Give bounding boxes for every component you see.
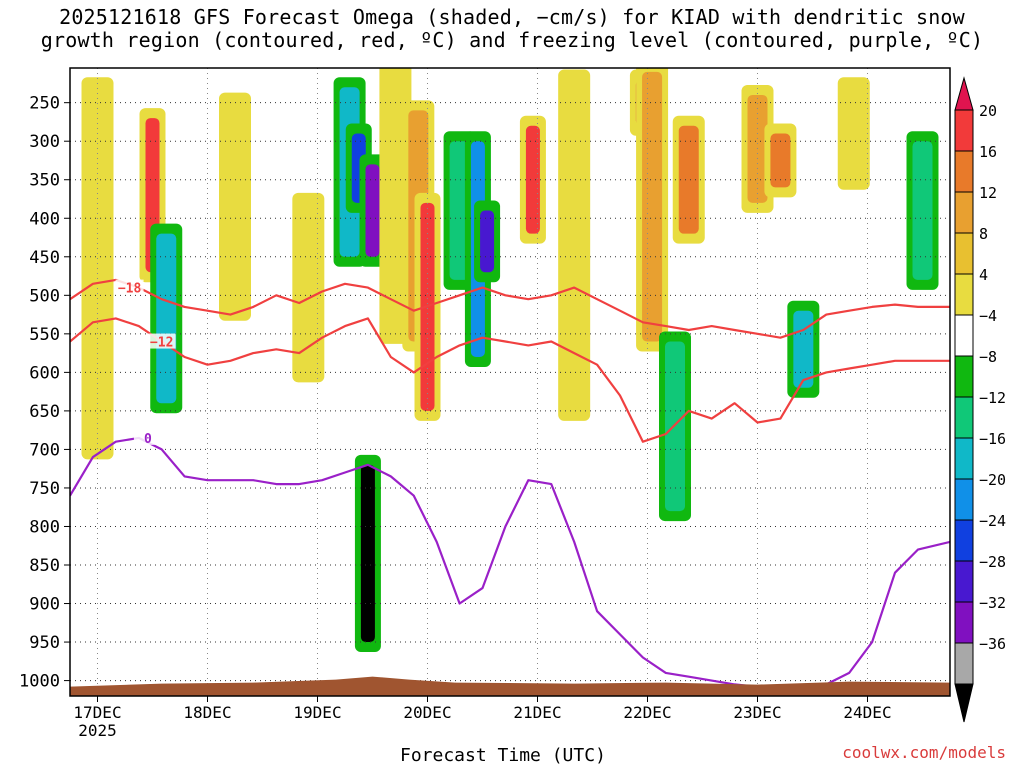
plot-frame bbox=[69, 67, 951, 697]
omega-cell bbox=[360, 464, 375, 643]
source-credit[interactable]: coolwx.com/models bbox=[842, 743, 1006, 762]
y-tick-label: 500 bbox=[29, 286, 60, 306]
omega-cell bbox=[770, 133, 791, 188]
chart-title: 2025121618 GFS Forecast Omega (shaded, −… bbox=[40, 5, 984, 52]
terrain-layer bbox=[70, 676, 950, 696]
colorbar-label: −4 bbox=[979, 307, 997, 325]
y-tick-label: 800 bbox=[29, 517, 60, 537]
y-tick-label: 650 bbox=[29, 402, 60, 422]
omega-cell bbox=[912, 141, 933, 280]
colorbar-segment bbox=[954, 396, 974, 439]
x-tick-label: 20DEC bbox=[403, 703, 451, 722]
colorbar-label: −24 bbox=[979, 512, 1006, 530]
dgz-top-minus-18-line bbox=[70, 278, 950, 339]
colorbar-segment bbox=[954, 478, 974, 521]
freezing-level-0-label: 0 bbox=[144, 432, 152, 447]
colorbar-label: −20 bbox=[979, 471, 1006, 489]
colorbar-segment bbox=[954, 150, 974, 193]
y-tick-label: 600 bbox=[29, 363, 60, 383]
omega-cell bbox=[385, 71, 406, 334]
colorbar-segment bbox=[954, 273, 974, 316]
x-tick-label: 23DEC bbox=[733, 703, 781, 722]
dgz-bottom-minus-12-label-bg bbox=[147, 333, 176, 349]
colorbar-bottom-arrow bbox=[954, 683, 974, 723]
x-axis-title: Forecast Time (UTC) bbox=[400, 745, 606, 766]
colorbar-label: 16 bbox=[979, 143, 997, 161]
y-tick-label: 250 bbox=[29, 94, 60, 114]
colorbar-segment bbox=[954, 437, 974, 480]
color-legend: 20 16 12 8 4 −4 −8 −12 −16 −20 −24 −28 −32 −36 bbox=[954, 76, 1006, 723]
omega-cell bbox=[449, 141, 470, 280]
omega-cell bbox=[793, 310, 814, 388]
omega-cell bbox=[564, 79, 585, 411]
colorbar-segment bbox=[954, 601, 974, 644]
colorbar-segment bbox=[954, 560, 974, 603]
colorbar-label: 8 bbox=[979, 225, 988, 243]
colorbar-label: −12 bbox=[979, 389, 1006, 407]
dgz-top-minus-18-label: −18 bbox=[118, 282, 142, 297]
colorbar-segment bbox=[954, 519, 974, 562]
colorbar-label: −32 bbox=[979, 594, 1006, 612]
y-tick-label: 750 bbox=[29, 479, 60, 499]
colorbar-segment bbox=[954, 355, 974, 398]
y-tick-label: 900 bbox=[29, 595, 60, 615]
x-tick-sublabel: 2025 bbox=[78, 721, 117, 740]
colorbar-segment bbox=[954, 314, 974, 357]
colorbar-segment bbox=[954, 642, 974, 685]
y-axis: 250 300 350 400 450 500 550 600 650 700 750 800 850 9… bbox=[19, 94, 70, 692]
y-tick-label: 550 bbox=[29, 325, 60, 345]
omega-cell bbox=[298, 202, 319, 373]
omega-cell bbox=[225, 102, 245, 311]
dgz-bottom-minus-12-line bbox=[70, 317, 950, 443]
y-tick-label: 700 bbox=[29, 440, 60, 460]
terrain-fill bbox=[70, 676, 950, 696]
omega-cell bbox=[642, 71, 663, 342]
dgz-bottom-minus-12-label: −12 bbox=[150, 336, 173, 351]
colorbar-label: 4 bbox=[979, 266, 988, 284]
x-tick-label: 18DEC bbox=[183, 703, 231, 722]
omega-cell bbox=[843, 87, 864, 180]
colorbar-label: 12 bbox=[979, 184, 997, 202]
y-tick-label: 450 bbox=[29, 248, 60, 268]
y-tick-label: 950 bbox=[29, 633, 60, 653]
colorbar-label: −16 bbox=[979, 430, 1006, 448]
colorbar-segment bbox=[954, 109, 974, 152]
y-tick-label: 400 bbox=[29, 209, 60, 229]
colorbar-label: −8 bbox=[979, 348, 997, 366]
colorbar-top-arrow bbox=[954, 76, 974, 111]
x-tick-label: 22DEC bbox=[623, 703, 671, 722]
colorbar-label: −28 bbox=[979, 553, 1006, 571]
colorbar-segment bbox=[954, 232, 974, 275]
y-tick-label: 300 bbox=[29, 132, 60, 152]
dgz-top-minus-18-label-bg bbox=[115, 279, 144, 295]
omega-cell bbox=[365, 164, 380, 257]
x-tick-label: 19DEC bbox=[293, 703, 341, 722]
x-tick-label: 21DEC bbox=[513, 703, 561, 722]
x-tick-label: 24DEC bbox=[843, 703, 891, 722]
colorbar-label: −36 bbox=[979, 635, 1006, 653]
y-tick-label: 350 bbox=[29, 171, 60, 191]
y-tick-label: 850 bbox=[29, 556, 60, 576]
x-tick-label: 17DEC bbox=[73, 703, 121, 722]
omega-cell bbox=[678, 125, 699, 234]
colorbar-segment bbox=[954, 191, 974, 234]
omega-cell bbox=[525, 125, 540, 234]
colorbar-label: 20 bbox=[979, 102, 997, 120]
freezing-level-0-label-bg bbox=[133, 429, 162, 445]
omega-cell bbox=[480, 210, 495, 273]
y-tick-label: 1000 bbox=[19, 672, 60, 692]
omega-cell bbox=[156, 233, 177, 404]
